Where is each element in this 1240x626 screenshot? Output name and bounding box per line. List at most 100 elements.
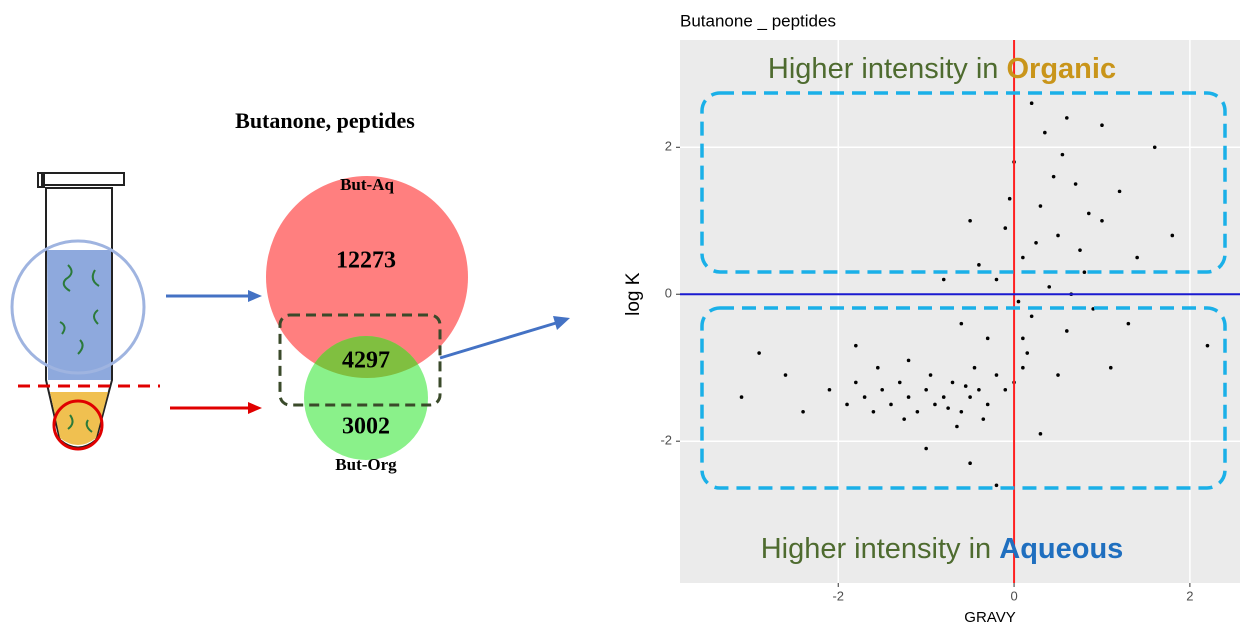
set-count: 3002	[342, 414, 390, 440]
data-point	[1029, 101, 1034, 105]
data-point	[1073, 182, 1078, 186]
venn-set	[266, 176, 468, 378]
data-point	[950, 380, 955, 385]
scatter-plot: Butanone _ peptides -2 0 2 -2 0 2 GRAVY log K Hig…	[623, 11, 1240, 626]
data-point	[827, 387, 832, 392]
set-label: But-Org	[335, 455, 397, 474]
data-point	[1060, 152, 1065, 157]
data-point	[1205, 343, 1210, 348]
venn-diagram: Butanone, peptides But-Aq But-Org 12273 3002…	[235, 108, 468, 474]
data-point	[941, 277, 946, 282]
x-axis-label: GRAVY	[964, 609, 1015, 626]
data-point	[1003, 226, 1008, 230]
data-point	[1100, 123, 1104, 128]
data-point	[946, 406, 950, 410]
data-point	[1126, 321, 1131, 326]
data-point	[977, 387, 981, 392]
data-point	[906, 395, 911, 399]
set-label: But-Aq	[340, 175, 394, 194]
y-tick-label: -2	[660, 433, 672, 448]
data-point	[963, 384, 968, 388]
x-tick-label: 2	[1186, 588, 1193, 603]
data-point	[871, 409, 876, 414]
data-point	[1043, 130, 1047, 135]
data-point	[1047, 285, 1052, 289]
arrow-to-plot	[439, 321, 557, 360]
data-point	[994, 277, 999, 282]
data-point	[968, 218, 972, 223]
data-point	[1016, 299, 1021, 304]
data-point	[1021, 336, 1025, 341]
tube-illustration	[10, 172, 570, 451]
plot-panel	[680, 40, 1240, 583]
data-point	[1056, 233, 1060, 238]
data-point	[854, 380, 858, 385]
data-point	[1100, 218, 1104, 223]
data-point	[1056, 373, 1060, 377]
data-point	[968, 395, 972, 399]
data-point	[876, 365, 880, 370]
data-point	[941, 395, 946, 399]
data-point	[902, 417, 906, 421]
data-point	[1025, 351, 1030, 355]
annotation-highlight: Aqueous	[999, 533, 1123, 565]
data-point	[757, 351, 761, 355]
data-point	[994, 373, 999, 377]
aqueous-circle	[10, 239, 146, 375]
data-point	[854, 343, 858, 348]
set-count: 12273	[336, 248, 396, 274]
data-point	[845, 402, 849, 407]
data-point	[1135, 255, 1139, 260]
data-point	[1038, 204, 1043, 208]
data-point	[906, 358, 911, 363]
data-point	[977, 263, 981, 267]
data-point	[933, 402, 937, 407]
data-point	[972, 365, 977, 370]
data-point	[955, 424, 959, 429]
data-point	[1086, 211, 1091, 216]
peptide-squiggles	[59, 264, 100, 433]
plot-title: Butanone _ peptides	[680, 11, 836, 30]
region-box	[700, 91, 1227, 274]
data-point	[985, 336, 990, 341]
data-point	[1170, 233, 1175, 238]
data-point	[959, 321, 964, 326]
annotation-text: Higher intensity in	[761, 533, 1000, 565]
annotation: Higher intensity in Aqueous	[761, 533, 1124, 565]
data-point	[968, 461, 972, 466]
region-box	[700, 306, 1227, 490]
x-tick-label: -2	[832, 588, 844, 603]
data-point	[1021, 255, 1025, 260]
data-point	[924, 446, 928, 451]
data-point	[1108, 365, 1113, 370]
data-point	[862, 395, 867, 399]
data-point	[924, 387, 928, 392]
y-tick-label: 2	[665, 139, 672, 154]
annotation-highlight: Organic	[1006, 53, 1116, 85]
overlap-count: 4297	[342, 348, 390, 374]
selection-box	[278, 313, 442, 407]
annotation: Higher intensity in Organic	[768, 53, 1116, 85]
data-point	[1021, 365, 1025, 370]
data-point	[897, 380, 902, 385]
data-point	[985, 402, 990, 407]
data-point	[928, 373, 933, 377]
data-point	[1051, 174, 1056, 179]
data-point	[1117, 189, 1122, 194]
data-point	[739, 395, 744, 399]
data-point	[801, 409, 805, 414]
y-tick-label: 0	[665, 286, 672, 301]
data-point	[994, 483, 999, 488]
venn-overlap	[304, 336, 428, 378]
data-point	[959, 409, 964, 414]
data-point	[1038, 432, 1043, 436]
data-point	[889, 402, 893, 407]
arrow-head	[248, 402, 262, 414]
x-tick-label: 0	[1010, 588, 1017, 603]
data-point	[915, 409, 920, 414]
arrow-head	[553, 316, 570, 330]
venn-title: Butanone, peptides	[235, 108, 415, 133]
data-point	[1152, 145, 1157, 150]
data-point	[1007, 196, 1012, 201]
